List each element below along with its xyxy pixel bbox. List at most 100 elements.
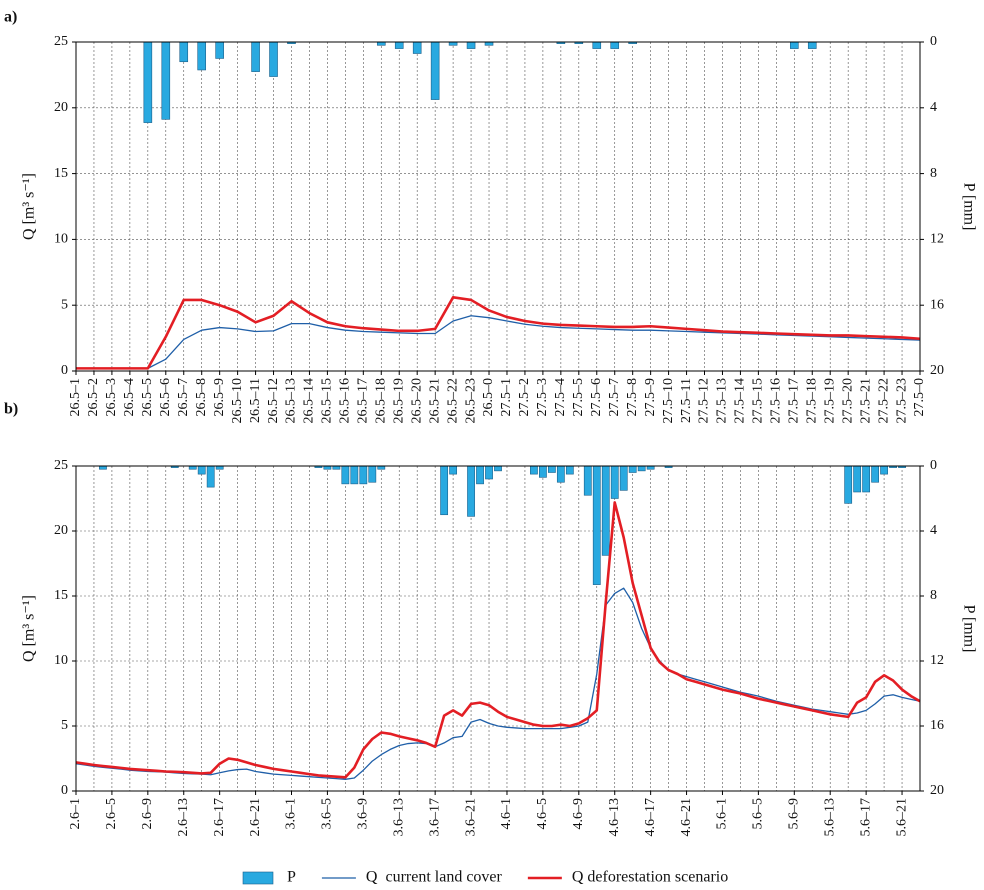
p-bar — [143, 41, 153, 123]
x-tick-label: 27.5–4 — [553, 378, 568, 417]
x-tick-label: 27.5–3 — [535, 378, 550, 417]
panel-label: b) — [4, 401, 18, 418]
y-tick-label: 5 — [61, 718, 68, 733]
y2-tick-label: 16 — [930, 718, 944, 733]
x-tick-label: 27.5–17 — [787, 378, 802, 424]
p-bar — [530, 465, 538, 475]
p-bar — [844, 465, 853, 504]
x-tick-label: 5.6–9 — [787, 798, 802, 830]
x-tick-label: 27.5–19 — [822, 378, 837, 424]
x-tick-label: 4.6–5 — [535, 798, 550, 830]
y-tick-label: 15 — [54, 166, 68, 181]
p-bar — [547, 465, 556, 473]
y2-tick-label: 20 — [930, 783, 944, 798]
x-tick-label: 3.6–5 — [320, 798, 335, 830]
y2-tick-label: 16 — [930, 297, 944, 312]
p-bar — [476, 465, 484, 485]
p-bar — [565, 465, 574, 475]
x-tick-label: 27.5–9 — [643, 378, 658, 417]
plot-frame — [75, 41, 921, 372]
x-tick-label: 26.5–6 — [158, 378, 173, 417]
x-tick-label: 2.6–21 — [248, 798, 263, 837]
x-tick-label: 3.6–21 — [463, 798, 478, 837]
x-tick-label: 26.5–5 — [140, 378, 155, 417]
q-line — [75, 587, 921, 780]
p-bar — [556, 465, 565, 483]
x-tick-label: 26.5–11 — [248, 378, 263, 423]
y2-tick-label: 8 — [930, 166, 937, 181]
x-tick-label: 26.5–22 — [445, 378, 460, 424]
y2-tick-label: 12 — [930, 653, 944, 668]
p-bar — [412, 41, 422, 54]
legend-label: Q deforestation scenario — [572, 869, 728, 886]
y2-axis-label: P [mm] — [960, 183, 977, 231]
x-tick-label: 27.5–20 — [840, 378, 855, 424]
p-bar — [637, 465, 646, 472]
x-tick-label: 3.6–17 — [427, 798, 442, 837]
x-tick-label: 2.6–5 — [104, 798, 119, 830]
x-tick-label: 27.5–12 — [697, 378, 712, 424]
x-tick-label: 26.5–4 — [122, 378, 137, 417]
p-bar — [251, 41, 260, 72]
x-tick-label: 26.5–3 — [104, 378, 119, 417]
x-tick-label: 27.5–10 — [661, 378, 676, 424]
x-tick-label: 3.6–9 — [356, 798, 371, 830]
x-tick-label: 4.6–17 — [643, 798, 658, 837]
y2-tick-label: 8 — [930, 588, 937, 603]
p-bar — [494, 465, 502, 472]
y-tick-label: 25 — [54, 34, 68, 49]
x-tick-label: 5.6–21 — [894, 798, 909, 837]
y2-tick-label: 4 — [930, 100, 937, 115]
x-tick-label: 26.5–16 — [338, 378, 353, 424]
x-tick-label: 27.5–0 — [912, 378, 927, 417]
x-tick-label: 2.6–9 — [140, 798, 155, 830]
p-bar — [601, 465, 610, 556]
x-tick-label: 3.6–13 — [391, 798, 406, 837]
x-tick-label: 27.5–15 — [751, 378, 766, 424]
p-bar — [161, 41, 171, 120]
p-bar — [215, 41, 224, 59]
x-tick-label: 26.5–14 — [302, 378, 317, 424]
x-tick-label: 26.5–0 — [481, 378, 496, 417]
x-tick-label: 26.5–19 — [391, 378, 406, 424]
p-bar — [583, 465, 592, 496]
p-bar — [880, 465, 888, 475]
p-bar — [871, 465, 879, 483]
legend-label: P — [287, 869, 296, 886]
y-tick-label: 15 — [54, 588, 68, 603]
x-tick-label: 27.5–14 — [733, 378, 748, 424]
p-bar — [368, 465, 377, 483]
p-bar — [853, 465, 862, 493]
x-tick-label: 27.5–22 — [876, 378, 891, 424]
x-tick-label: 27.5–5 — [571, 378, 586, 417]
p-bar — [592, 465, 601, 585]
x-tick-label: 5.6–13 — [822, 798, 837, 837]
x-tick-label: 26.5–17 — [356, 378, 371, 424]
p-bar — [467, 465, 475, 517]
legend-label: Q current land cover — [366, 869, 503, 886]
p-bar — [862, 465, 871, 493]
y-tick-label: 25 — [54, 458, 68, 473]
x-tick-label: 26.5–18 — [373, 378, 388, 424]
p-bar — [610, 41, 620, 49]
p-bar — [197, 41, 207, 71]
x-tick-label: 27.5–7 — [607, 378, 622, 417]
x-tick-label: 26.5–20 — [409, 378, 424, 424]
x-tick-label: 27.5–8 — [625, 378, 640, 417]
p-bar — [592, 41, 602, 49]
y2-axis-label: P [mm] — [960, 605, 977, 653]
x-tick-label: 3.6–1 — [284, 798, 299, 830]
p-bar — [197, 465, 206, 475]
x-tick-label: 26.5–12 — [266, 378, 281, 424]
p-bar — [430, 41, 440, 100]
x-tick-label: 26.5–1 — [68, 378, 83, 417]
p-bar — [394, 41, 404, 49]
x-tick-label: 26.5–23 — [463, 378, 478, 424]
y-axis-label: Q [m³ s⁻¹] — [21, 595, 38, 662]
p-bar — [359, 465, 368, 485]
x-tick-label: 26.5–13 — [284, 378, 299, 424]
y2-tick-label: 0 — [930, 458, 937, 473]
p-bar — [789, 41, 799, 49]
panel-label: a) — [4, 9, 17, 26]
